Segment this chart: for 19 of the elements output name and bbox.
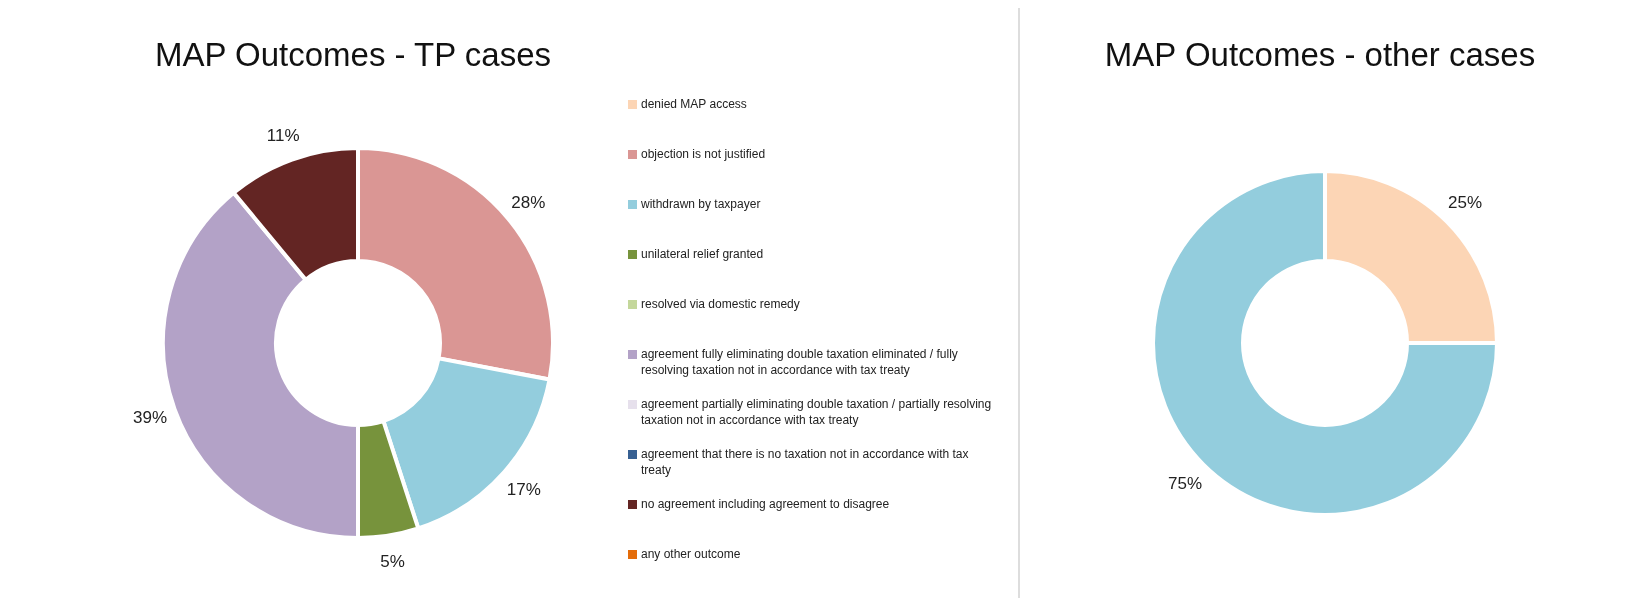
legend-label: objection is not justified (641, 146, 766, 162)
legend-label: no agreement including agreement to disagree (641, 496, 890, 512)
legend-label: withdrawn by taxpayer (641, 196, 761, 212)
data-label: 5% (380, 551, 405, 571)
data-label: 75% (1167, 473, 1203, 493)
chart-title: MAP Outcomes - TP cases (153, 36, 553, 74)
legend-label: agreement that there is no taxation not in accordance with tax treaty (641, 446, 970, 478)
data-label: 28% (511, 192, 546, 212)
data-label: 39% (133, 408, 168, 428)
legend-label: any other outcome (641, 546, 741, 562)
legend-label: unilateral relief granted (641, 246, 764, 262)
data-label: 11% (266, 125, 300, 145)
legend-label: resolved via domestic remedy (641, 296, 800, 312)
legend-label: agreement fully eliminating double taxation eliminated / fully resolving taxation not in accordance with tax treaty (641, 346, 959, 378)
data-label: 17% (506, 479, 541, 499)
legend-label: agreement partially eliminating double taxation / partially resolving taxation not in accordance with tax treaty (641, 396, 993, 428)
chart-title: MAP Outcomes - other cases (1103, 36, 1537, 74)
legend-label: denied MAP access (641, 96, 747, 112)
data-label: 25% (1447, 193, 1483, 213)
